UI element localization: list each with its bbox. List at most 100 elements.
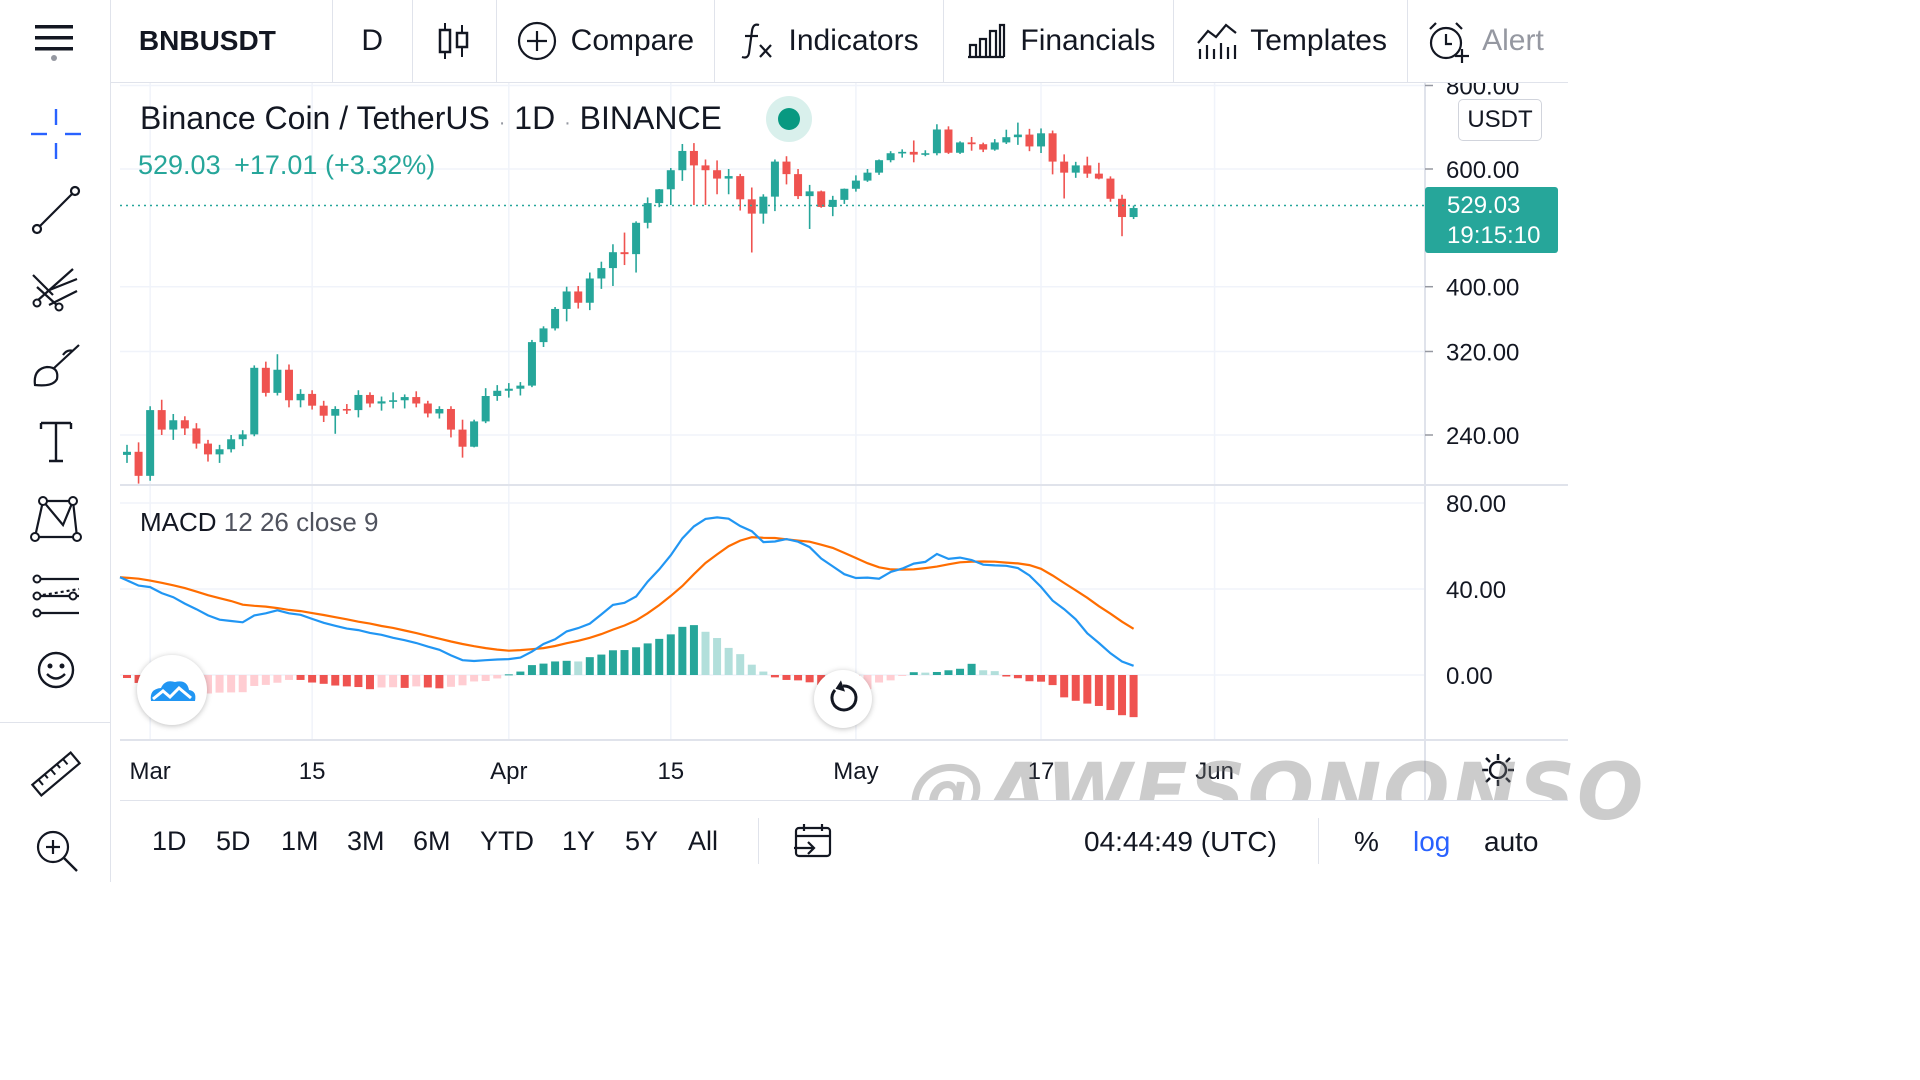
candle-body: [238, 434, 247, 440]
text-tool[interactable]: [22, 412, 90, 472]
financials-bar-icon: [968, 23, 1006, 59]
range-button-6m[interactable]: 6M: [413, 826, 451, 856]
time-axis-label: 15: [299, 758, 326, 785]
legend-change-pct: (+3.32%): [324, 150, 436, 180]
fib-tool[interactable]: [22, 258, 90, 318]
candle-body: [875, 160, 884, 173]
last-price-badge: 529.03 19:15:10: [1425, 187, 1558, 253]
auto-scale-button[interactable]: auto: [1484, 826, 1539, 857]
macd-axis-label: 40.00: [1446, 577, 1506, 604]
candle-body: [956, 142, 965, 153]
currency-button[interactable]: USDT: [1458, 99, 1542, 141]
histogram-bar: [632, 647, 641, 675]
histogram-bar: [585, 657, 594, 675]
log-scale-button[interactable]: log: [1413, 826, 1451, 857]
candle-body: [770, 161, 779, 197]
candle-body: [713, 170, 722, 179]
time-axis-label: Jun: [1195, 758, 1234, 785]
brush-tool[interactable]: [22, 336, 90, 396]
bottom-divider: [758, 818, 759, 864]
histogram-bar: [1060, 675, 1069, 698]
histogram-bar: [655, 638, 664, 675]
histogram-bar: [724, 647, 733, 675]
candle-body: [608, 252, 617, 269]
alert-button[interactable]: Alert: [1408, 0, 1568, 82]
crosshair-icon: [31, 109, 81, 159]
candle-body: [898, 151, 907, 154]
candle-body: [481, 396, 490, 422]
ruler-icon: [30, 751, 82, 797]
histogram-bar: [921, 672, 930, 675]
range-button-3m[interactable]: 3M: [347, 826, 385, 856]
candle-body: [493, 390, 502, 397]
pattern-icon: [30, 496, 82, 542]
histogram-bar: [597, 654, 606, 675]
legend-interval: 1D: [514, 100, 556, 136]
candle-body: [828, 199, 837, 207]
range-button-ytd[interactable]: YTD: [480, 826, 534, 856]
menu-button[interactable]: [0, 0, 111, 82]
candle-body: [539, 328, 548, 343]
market-status-dot[interactable]: [766, 96, 812, 142]
histogram-bar: [736, 654, 745, 675]
candle-body: [689, 150, 698, 166]
candle-body: [597, 268, 606, 279]
candle-body: [701, 165, 710, 171]
price-axis-label: 600.00: [1446, 157, 1519, 184]
prediction-tool[interactable]: [22, 566, 90, 626]
histogram-bar: [1118, 675, 1127, 716]
candle-body: [967, 142, 976, 145]
settings-gear-icon[interactable]: [1480, 752, 1516, 788]
range-button-1y[interactable]: 1Y: [562, 826, 596, 856]
interval-button[interactable]: D: [333, 0, 413, 82]
range-button-1m[interactable]: 1M: [281, 826, 319, 856]
histogram-bar: [296, 675, 305, 680]
tradingview-logo-button[interactable]: [137, 655, 207, 725]
indicators-button[interactable]: Indicators: [715, 0, 945, 82]
histogram-bar: [250, 675, 259, 686]
candle-body: [1094, 173, 1103, 179]
utc-clock[interactable]: 04:44:49 (UTC): [1084, 826, 1277, 857]
measure-tool[interactable]: [22, 744, 90, 804]
candle-body: [794, 174, 803, 197]
countdown-timer: 19:15:10: [1447, 222, 1541, 249]
symbol-search-button[interactable]: BNBUSDT: [111, 0, 333, 82]
top-toolbar: BNBUSDT D Compare Indicators F: [0, 0, 1568, 83]
candle-body: [655, 189, 664, 204]
candle-body: [979, 144, 988, 150]
trend-line-tool[interactable]: [22, 180, 90, 240]
reset-chart-button[interactable]: [814, 670, 872, 728]
compare-button[interactable]: Compare: [497, 0, 715, 82]
pitchfork-icon: [32, 268, 78, 312]
candle-body: [921, 153, 930, 155]
financials-label: Financials: [1020, 24, 1156, 57]
candle-body: [574, 291, 583, 303]
zoom-in-icon: [36, 830, 78, 872]
range-button-1d[interactable]: 1D: [152, 826, 187, 856]
candle-body: [215, 449, 224, 455]
pattern-tool[interactable]: [22, 488, 90, 548]
range-button-5y[interactable]: 5Y: [625, 826, 659, 856]
status-dot-icon: [778, 108, 800, 130]
range-button-all[interactable]: All: [688, 826, 719, 856]
candle-body: [990, 142, 999, 150]
drawing-toolbar: [0, 82, 111, 882]
histogram-bar: [794, 675, 803, 681]
emoji-tool[interactable]: [22, 640, 90, 700]
percent-scale-button[interactable]: %: [1354, 826, 1379, 857]
macd-params: 12 26 close 9: [223, 507, 379, 537]
zoom-tool[interactable]: [22, 820, 90, 880]
price-axis-label: 320.00: [1446, 339, 1519, 366]
go-to-date-icon[interactable]: [792, 822, 834, 862]
financials-button[interactable]: Financials: [944, 0, 1175, 82]
crosshair-tool[interactable]: [22, 104, 90, 164]
templates-button[interactable]: Templates: [1174, 0, 1409, 82]
candle-body: [319, 405, 328, 416]
range-button-5d[interactable]: 5D: [216, 826, 251, 856]
chart-type-button[interactable]: [413, 0, 497, 82]
histogram-bar: [389, 675, 398, 688]
legend-exchange: BINANCE: [579, 100, 722, 136]
histogram-bar: [747, 664, 756, 675]
histogram-bar: [562, 660, 571, 675]
templates-label: Templates: [1250, 24, 1387, 57]
